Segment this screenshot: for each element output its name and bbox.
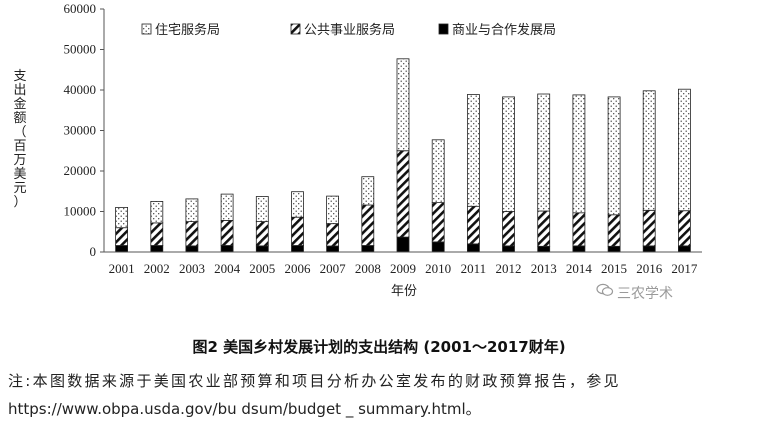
legend-swatch (290, 23, 301, 35)
bar-2011-series-2 (466, 94, 480, 207)
bar-2005-series-0 (255, 245, 269, 253)
bar-2008-series-0 (361, 245, 375, 253)
bar-2015-series-0 (607, 245, 621, 253)
bar-2002-series-1 (150, 222, 164, 246)
bar-2013-series-0 (537, 245, 551, 253)
bar-2008-series-2 (361, 176, 375, 206)
bar-2017-series-2 (678, 88, 691, 212)
bar-2012-series-1 (502, 211, 515, 247)
bar-2010-series-1 (431, 202, 445, 243)
bar-2003-series-2 (185, 198, 199, 222)
bar-2001-series-1 (115, 227, 128, 246)
bar-2004-series-2 (220, 193, 234, 221)
bar-2006-series-2 (291, 191, 304, 218)
bar-2005-series-1 (255, 221, 269, 247)
x-tick-label: 2011 (461, 261, 487, 276)
bar-2017-series-0 (678, 245, 691, 253)
y-tick-label: 10000 (64, 204, 97, 219)
x-tick-label: 2006 (284, 261, 311, 276)
bar-2002-series-2 (150, 200, 164, 224)
bar-2010-series-0 (431, 241, 445, 253)
bar-2006-series-1 (291, 216, 304, 246)
bar-2017-series-1 (678, 210, 691, 247)
y-axis-label: 支出金额（百万美元） (13, 69, 26, 210)
legend-swatch (438, 23, 449, 35)
bar-2005-series-2 (255, 196, 269, 223)
x-tick-label: 2012 (496, 261, 522, 276)
y-ticks-group: 0 10000 20000 30000 40000 50000 60000 (64, 1, 104, 259)
legend-label: 住宅服务局 (155, 22, 220, 38)
bar-2015-series-1 (607, 214, 621, 247)
watermark-text: 三农学术 (617, 286, 673, 302)
bar-2009-series-1 (396, 150, 410, 238)
y-tick-label: 60000 (64, 1, 97, 16)
bar-2012-series-2 (502, 96, 515, 212)
x-tick-label: 2010 (425, 261, 451, 276)
bar-2007-series-0 (326, 245, 340, 253)
x-axis-label: 年份 (391, 284, 417, 299)
bar-2007-series-1 (326, 223, 340, 247)
x-tick-label: 2001 (109, 261, 135, 276)
x-tick-label: 2015 (601, 261, 627, 276)
x-tick-label: 2008 (355, 261, 381, 276)
y-tick-label: 20000 (64, 163, 97, 178)
x-tick-label: 2013 (531, 261, 557, 276)
bar-2016-series-2 (642, 90, 656, 211)
bar-2001-series-2 (115, 206, 128, 229)
wechat-icon (596, 283, 614, 296)
bar-2014-series-0 (572, 245, 586, 253)
x-tick-label: 2014 (566, 261, 593, 276)
bar-2011-series-1 (466, 205, 480, 245)
y-tick-label: 50000 (64, 42, 97, 57)
bar-2009-series-2 (396, 58, 410, 152)
x-tick-label: 2016 (636, 261, 663, 276)
y-tick-label: 40000 (64, 82, 97, 97)
legend: 住宅服务局 公共事业服务局 商业与合作发展局 (141, 22, 556, 38)
bar-2012-series-0 (502, 245, 515, 253)
bar-2004-series-1 (220, 219, 234, 246)
bar-2004-series-0 (220, 245, 234, 253)
y-tick-label: 0 (90, 244, 97, 259)
x-tick-label: 2003 (179, 261, 205, 276)
bar-2009-series-0 (396, 236, 410, 253)
bar-2006-series-0 (291, 245, 304, 253)
bar-2013-series-2 (537, 93, 551, 212)
bar-2003-series-0 (185, 245, 199, 253)
x-tick-label: 2005 (249, 261, 275, 276)
bars-group (115, 58, 691, 253)
bar-2008-series-1 (361, 204, 375, 246)
bar-2003-series-1 (185, 221, 199, 247)
x-tick-label: 2002 (144, 261, 170, 276)
bar-2016-series-0 (642, 245, 656, 253)
bar-2001-series-0 (115, 245, 128, 253)
x-tick-label: 2007 (320, 261, 347, 276)
bar-2011-series-0 (466, 243, 480, 253)
source-note-line-1: 注:本图数据来源于美国农业部预算和项目分析办公室发布的财政预算报告，参见 (8, 372, 621, 390)
x-tick-label: 2017 (671, 261, 698, 276)
bar-2007-series-2 (326, 195, 340, 225)
legend-swatch (141, 23, 152, 35)
bar-2014-series-2 (572, 94, 586, 214)
bar-2010-series-2 (431, 139, 445, 204)
legend-label: 公共事业服务局 (304, 22, 395, 38)
bar-2014-series-1 (572, 212, 586, 247)
legend-label: 商业与合作发展局 (452, 22, 556, 38)
bar-2002-series-0 (150, 245, 164, 253)
y-tick-label: 30000 (64, 123, 97, 138)
x-ticks-group: 2001 2002 2003 2004 2005 2006 2007 2008 2009 2010… (109, 261, 698, 276)
source-note-line-2: https://www.obpa.usda.gov/bu dsum/budget… (8, 400, 481, 418)
x-tick-label: 2009 (390, 261, 416, 276)
bar-2015-series-2 (607, 96, 621, 216)
x-tick-label: 2004 (214, 261, 241, 276)
bar-2013-series-1 (537, 210, 551, 247)
figure-caption: 图2 美国乡村发展计划的支出结构 (2001～2017财年) (192, 338, 566, 356)
chart: 0 10000 20000 30000 40000 50000 60000 2001 2002… (13, 1, 702, 299)
bar-2016-series-1 (642, 209, 656, 247)
